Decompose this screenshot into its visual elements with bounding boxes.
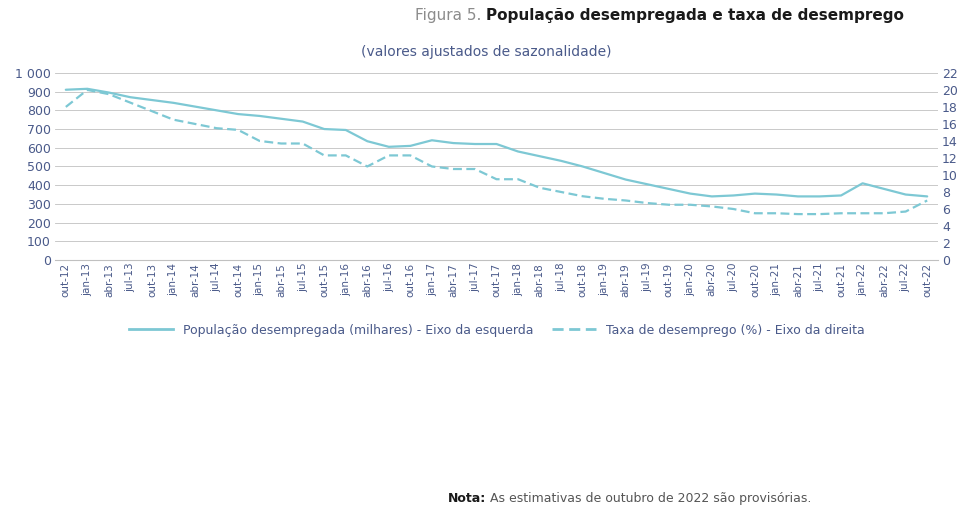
Text: As estimativas de outubro de 2022 são provisórias.: As estimativas de outubro de 2022 são pr… [486,492,811,505]
Text: Figura 5.: Figura 5. [415,8,486,23]
Text: População desempregada e taxa de desemprego: População desempregada e taxa de desempr… [486,8,904,23]
Legend: População desempregada (milhares) - Eixo da esquerda, Taxa de desemprego (%) - E: População desempregada (milhares) - Eixo… [124,319,869,342]
Text: Nota:: Nota: [449,492,486,505]
Text: (valores ajustados de sazonalidade): (valores ajustados de sazonalidade) [361,45,612,59]
